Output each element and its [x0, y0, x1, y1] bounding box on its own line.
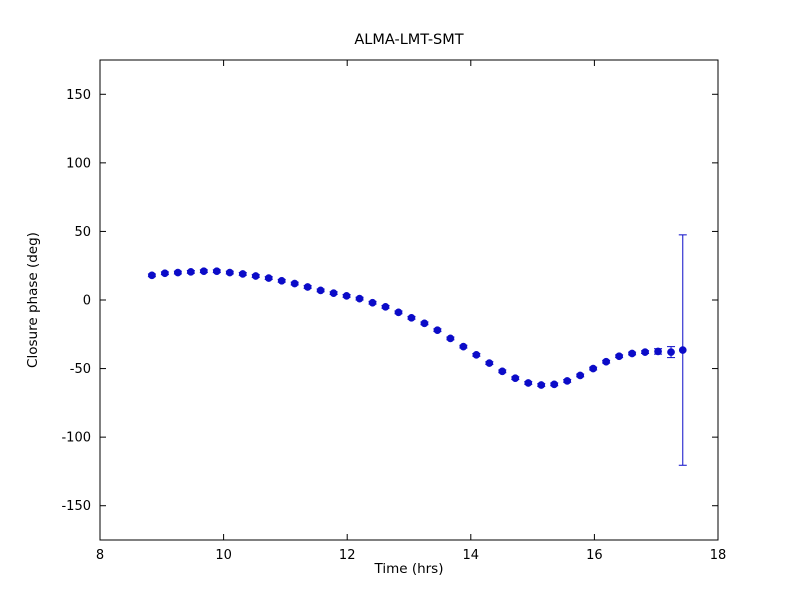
data-point [667, 348, 675, 356]
data-point [472, 351, 481, 359]
data-point [589, 364, 598, 373]
data-point [550, 380, 559, 389]
data-point [381, 303, 390, 311]
data-point [433, 326, 442, 335]
x-tick-label: 8 [96, 548, 104, 563]
data-point [290, 279, 299, 288]
data-point [563, 377, 572, 385]
plot-frame [99, 59, 719, 541]
x-tick-label: 12 [339, 548, 356, 563]
data-point [212, 267, 221, 276]
data-point [251, 272, 260, 280]
data-series-points [148, 267, 687, 389]
data-point [615, 352, 623, 361]
data-point [485, 359, 494, 367]
x-tick-label: 10 [215, 548, 232, 563]
axis-ticks-group [99, 60, 719, 540]
data-point [316, 286, 325, 295]
data-point [199, 267, 208, 276]
x-tick-label: 14 [463, 548, 480, 563]
data-point [148, 271, 156, 280]
data-point [303, 283, 312, 291]
data-point [459, 342, 468, 351]
y-tick-label: 100 [66, 156, 91, 171]
data-point [329, 289, 338, 297]
data-point [394, 308, 403, 317]
data-point [498, 367, 507, 376]
data-point [407, 313, 416, 322]
data-point [641, 348, 649, 356]
x-tick-label: 16 [586, 548, 603, 563]
data-point [174, 268, 182, 277]
y-tick-label: -100 [61, 431, 91, 446]
data-point [446, 334, 455, 343]
y-axis-label: Closure phase (deg) [25, 232, 41, 368]
data-point [628, 349, 636, 358]
data-point [420, 319, 429, 328]
y-tick-label: 0 [83, 294, 91, 309]
data-point [355, 294, 364, 303]
data-point [576, 371, 585, 380]
data-point [678, 346, 687, 354]
data-point [602, 357, 610, 366]
data-point [524, 379, 533, 387]
data-point [342, 292, 351, 300]
data-point [186, 268, 195, 276]
x-axis-label: Time (hrs) [373, 561, 443, 577]
data-point [238, 270, 247, 278]
data-point [537, 381, 546, 389]
y-tick-label: 50 [74, 225, 91, 240]
figure-title: ALMA-LMT-SMT [354, 32, 463, 48]
data-point [161, 269, 169, 278]
y-tick-label: -50 [70, 362, 91, 377]
data-point [225, 268, 234, 277]
x-tick-label: 18 [710, 548, 727, 563]
data-point [511, 374, 520, 383]
axis-tick-labels-group: 8 10 12 14 16 18 -150 -100 -50 0 50 100 150 [61, 88, 726, 563]
y-tick-label: -150 [61, 499, 91, 514]
data-point [264, 274, 273, 282]
data-point [654, 347, 662, 356]
data-point [277, 276, 286, 285]
y-tick-label: 150 [66, 88, 91, 103]
data-point [368, 298, 377, 307]
